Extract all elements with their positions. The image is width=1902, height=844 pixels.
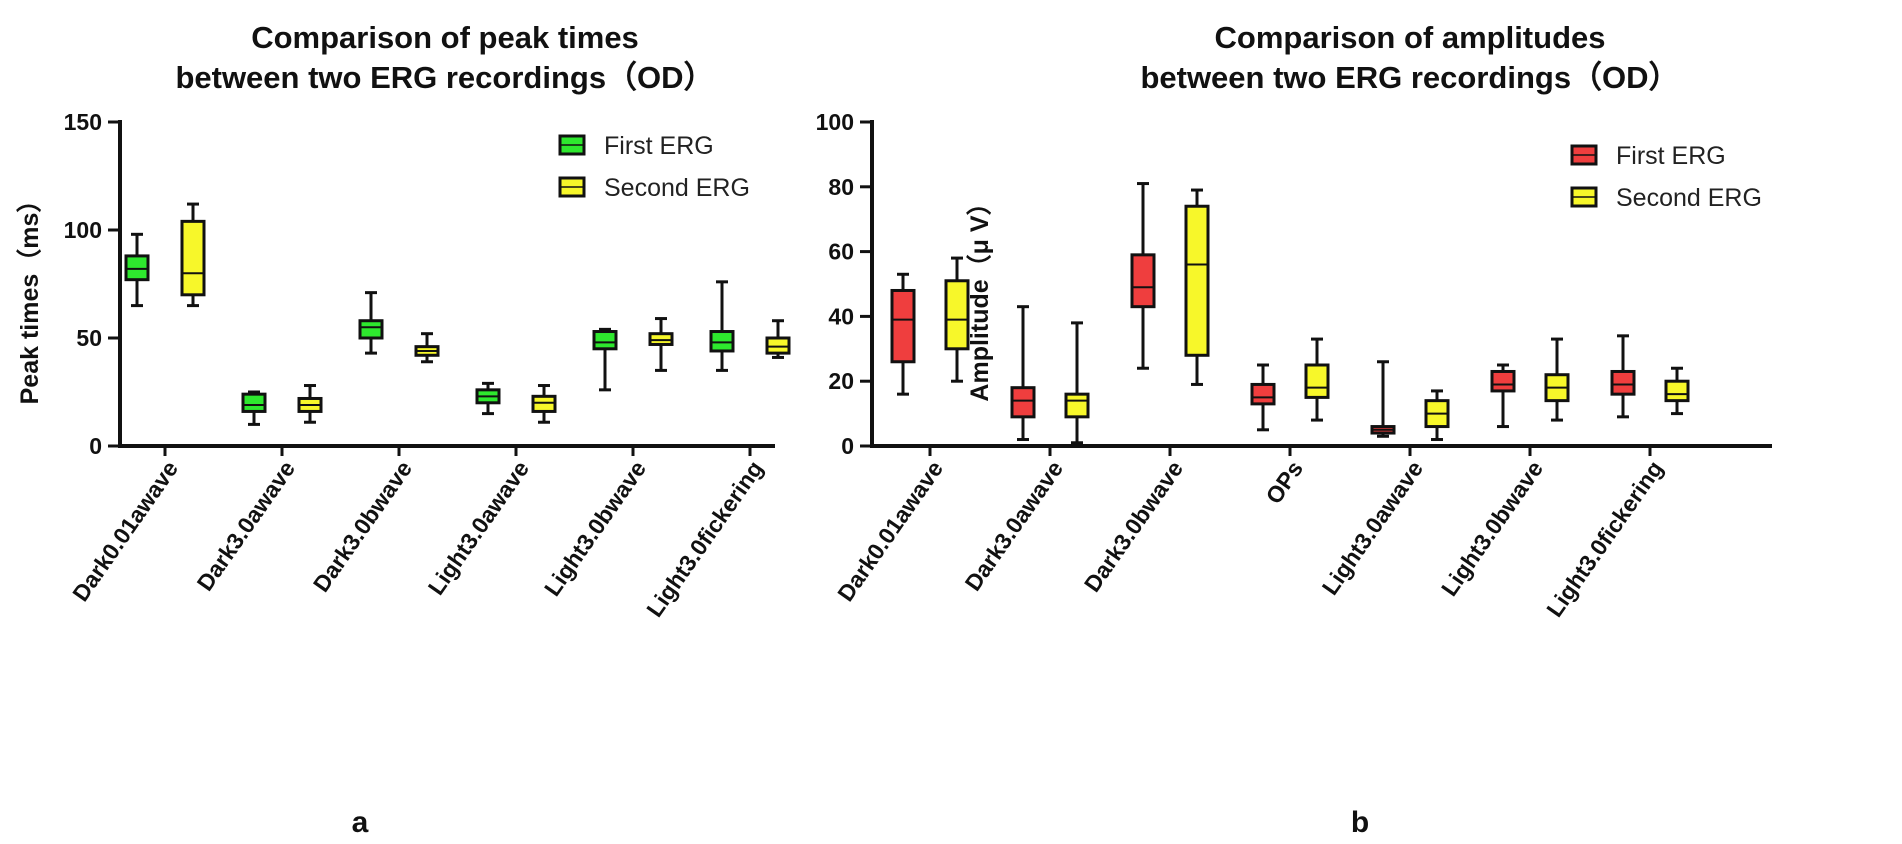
iqr-box	[1304, 363, 1330, 399]
iqr-box	[890, 288, 916, 364]
iqr-box	[592, 330, 618, 351]
box-first-erg	[592, 327, 618, 392]
box-second-erg	[648, 317, 674, 372]
iqr-box	[124, 254, 150, 282]
box-first-erg	[1370, 360, 1396, 438]
y-tick-label: 80	[828, 174, 854, 200]
panel-a-title-line1: Comparison of peak times	[251, 20, 639, 55]
box-second-erg	[414, 332, 440, 364]
panel-a-legend: First ERG Second ERG	[558, 132, 750, 202]
x-tick-label: OPs	[1260, 456, 1308, 509]
panel-b-boxes	[890, 182, 1690, 445]
panel-a-label: a	[352, 806, 369, 839]
legend-label-second: Second ERG	[1616, 184, 1762, 212]
box-second-erg	[180, 202, 206, 308]
x-tick-label: Light3.0awave	[423, 456, 534, 600]
x-tick-label: Dark0.01awave	[67, 456, 183, 606]
panel-a-x-tick-labels: Dark0.01awave Dark3.0awave Dark3.0bwave Lig…	[67, 446, 768, 622]
panel-a-boxes	[124, 202, 791, 426]
iqr-box	[1250, 382, 1276, 406]
panel-a-y-axis-label: Peak times（ms）	[15, 188, 44, 405]
y-tick-label: 20	[828, 368, 854, 394]
x-tick-label: Light3.0fickering	[1541, 456, 1668, 622]
iqr-box	[531, 394, 557, 413]
box-second-erg	[531, 384, 557, 424]
box-second-erg	[1544, 337, 1570, 422]
legend-label-second: Second ERG	[604, 174, 750, 202]
y-tick-label: 0	[841, 433, 854, 459]
panel-a-y-ticks: 0 50 100 150	[64, 109, 120, 459]
panel-b-title-line1: Comparison of amplitudes	[1215, 20, 1606, 55]
panel-b-axes	[870, 120, 1772, 448]
box-second-erg	[944, 256, 970, 383]
y-tick-label: 0	[89, 433, 102, 459]
iqr-box	[1130, 253, 1156, 309]
box-first-erg	[1490, 363, 1516, 429]
iqr-box	[1664, 379, 1690, 403]
box-second-erg	[297, 384, 323, 424]
box-first-erg	[475, 381, 501, 416]
x-tick-label: Dark3.0bwave	[1079, 456, 1188, 597]
box-first-erg	[1010, 305, 1036, 442]
box-first-erg	[890, 272, 916, 396]
iqr-box	[1064, 392, 1090, 419]
iqr-box	[1010, 386, 1036, 419]
y-tick-label: 60	[828, 239, 854, 265]
iqr-box	[358, 319, 384, 340]
iqr-box	[1184, 204, 1210, 357]
box-second-erg	[1184, 188, 1210, 386]
x-tick-label: Light3.0fickering	[641, 456, 768, 622]
box-first-erg	[241, 390, 267, 426]
iqr-box	[765, 336, 791, 355]
box-first-erg	[124, 232, 150, 308]
y-tick-label: 150	[64, 109, 102, 135]
iqr-box	[180, 219, 206, 297]
panel-b-x-tick-labels: Dark0.01awave Dark3.0awave Dark3.0bwave OPs…	[832, 446, 1668, 622]
y-tick-label: 50	[76, 325, 102, 351]
panel-b-label: b	[1351, 806, 1369, 839]
box-second-erg	[1304, 337, 1330, 422]
iqr-box	[709, 330, 735, 353]
iqr-box	[944, 279, 970, 351]
legend-label-first: First ERG	[1616, 142, 1726, 170]
x-tick-label: Dark0.01awave	[832, 456, 948, 606]
box-first-erg	[1610, 334, 1636, 419]
legend-label-first: First ERG	[604, 132, 714, 160]
x-tick-label: Dark3.0awave	[960, 456, 1069, 596]
box-first-erg	[1250, 363, 1276, 432]
panel-b-title-line2: between two ERG recordings（OD）	[1140, 60, 1679, 95]
box-first-erg	[358, 291, 384, 355]
x-tick-label: Light3.0awave	[1317, 456, 1428, 600]
x-tick-label: Light3.0bwave	[1436, 456, 1548, 601]
panel-a-peak-times-chart: Comparison of peak times between two ERG…	[15, 20, 791, 839]
panel-a-axes	[118, 120, 775, 448]
box-second-erg	[1664, 366, 1690, 416]
y-tick-label: 40	[828, 303, 854, 329]
x-tick-label: Dark3.0bwave	[308, 456, 417, 597]
panel-b-amplitudes-chart: Comparison of amplitudes between two ERG…	[816, 20, 1772, 839]
panel-b-y-axis-label: Amplitude（μ V）	[965, 190, 994, 401]
panel-b-legend: First ERG Second ERG	[1570, 142, 1762, 212]
panel-a-title-line2: between two ERG recordings（OD）	[175, 60, 714, 95]
iqr-box	[241, 392, 267, 413]
iqr-box	[648, 332, 674, 346]
box-first-erg	[709, 280, 735, 372]
box-second-erg	[765, 319, 791, 359]
panel-b-y-ticks: 0 20 40 60 80 100	[816, 109, 872, 459]
y-tick-label: 100	[816, 109, 854, 135]
x-tick-label: Light3.0bwave	[539, 456, 651, 601]
y-tick-label: 100	[64, 217, 102, 243]
box-second-erg	[1064, 321, 1090, 445]
box-first-erg	[1130, 182, 1156, 370]
x-tick-label: Dark3.0awave	[192, 456, 301, 596]
iqr-box	[1610, 369, 1636, 396]
box-second-erg	[1424, 389, 1450, 442]
iqr-box	[1490, 369, 1516, 393]
